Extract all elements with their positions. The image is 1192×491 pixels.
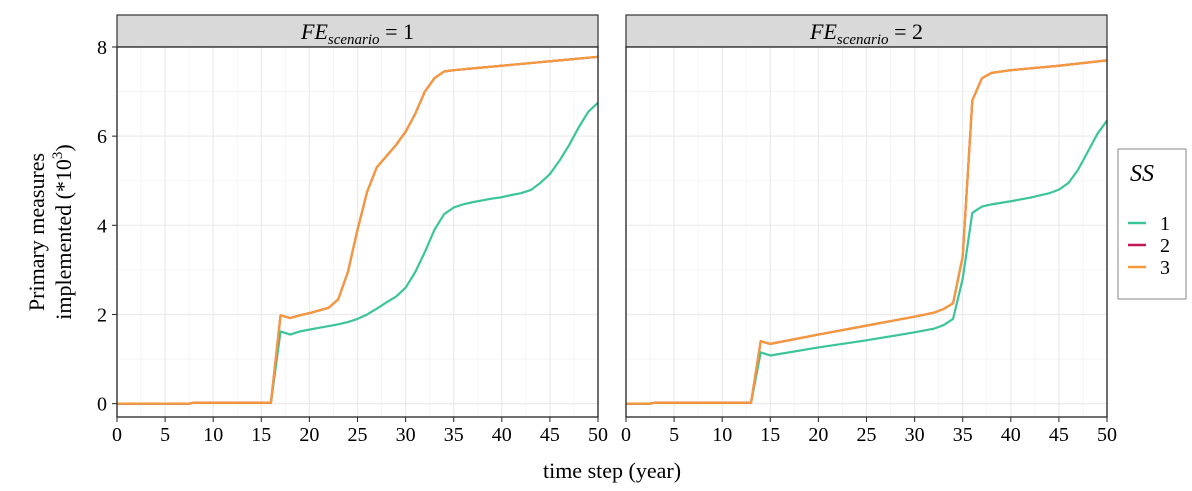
x-tick-label: 15 xyxy=(251,424,271,446)
y-tick-label: 2 xyxy=(97,304,107,326)
facet-strip xyxy=(116,14,599,48)
x-tick-label: 25 xyxy=(857,424,877,446)
strip-subscript: scenario xyxy=(328,32,380,48)
x-axis-title: time step (year) xyxy=(543,458,681,483)
x-tick-label: 30 xyxy=(905,424,925,446)
y-axis-title: Primary measuresimplemented (*103) xyxy=(24,144,76,320)
strip-subscript: scenario xyxy=(837,32,889,48)
x-tick-label: 20 xyxy=(299,424,319,446)
x-tick-label: 25 xyxy=(348,424,368,446)
x-tick-label: 35 xyxy=(953,424,973,446)
legend-box xyxy=(1117,148,1187,300)
y-tick-label: 4 xyxy=(97,215,107,237)
facet-panel-2: FEscenario = 2 0 5 10 15 20 25 30 35 40 45 50 xyxy=(621,14,1117,446)
series-line-ss-1 xyxy=(117,101,599,405)
x-tick-label: 0 xyxy=(621,424,631,446)
x-tick-label: 45 xyxy=(1049,424,1069,446)
series-line-ss-3 xyxy=(626,59,1108,405)
legend-label-ss-1: 1 xyxy=(1160,213,1170,235)
x-tick-label: 45 xyxy=(540,424,560,446)
strip-variable: FE xyxy=(809,19,837,44)
x-tick-label: 35 xyxy=(444,424,464,446)
x-tick-label: 10 xyxy=(203,424,223,446)
x-tick-label: 40 xyxy=(1001,424,1021,446)
series-line-ss-1 xyxy=(626,119,1108,405)
x-tick-label: 15 xyxy=(760,424,780,446)
y-tick-label: 6 xyxy=(97,126,107,148)
y-axis-title-close: ) xyxy=(51,144,76,151)
x-tick-label: 10 xyxy=(712,424,732,446)
x-tick-label: 5 xyxy=(160,424,170,446)
y-axis-title-superscript: 3 xyxy=(50,152,66,160)
legend-label-ss-2: 2 xyxy=(1160,235,1170,257)
x-tick-label: 0 xyxy=(112,424,122,446)
facet-strip-label: FEscenario = 1 xyxy=(300,19,414,48)
y-axis-title-line1: Primary measures xyxy=(24,153,49,311)
x-tick-label: 50 xyxy=(588,424,608,446)
legend-title: SS xyxy=(1130,161,1154,187)
x-tick-label: 20 xyxy=(808,424,828,446)
series-line-ss-3 xyxy=(117,55,599,405)
x-tick-label: 30 xyxy=(396,424,416,446)
facet-strip xyxy=(625,14,1108,48)
legend-label-ss-3: 3 xyxy=(1160,257,1170,279)
y-tick-label: 0 xyxy=(97,394,107,416)
x-tick-label: 5 xyxy=(669,424,679,446)
x-tick-label: 40 xyxy=(492,424,512,446)
legend: SS 123 xyxy=(1117,148,1187,300)
strip-value: = 2 xyxy=(889,19,923,44)
facet-panel-1: FEscenario = 1 0 5 10 15 20 25 30 35 40 45 50 0 2 4 6 8 xyxy=(97,14,608,446)
x-tick-label: 50 xyxy=(1097,424,1117,446)
y-tick-label: 8 xyxy=(97,37,107,59)
strip-value: = 1 xyxy=(380,19,414,44)
facet-strip-label: FEscenario = 2 xyxy=(809,19,923,48)
y-axis-title-line2: implemented (*10 xyxy=(51,159,76,320)
strip-variable: FE xyxy=(300,19,328,44)
